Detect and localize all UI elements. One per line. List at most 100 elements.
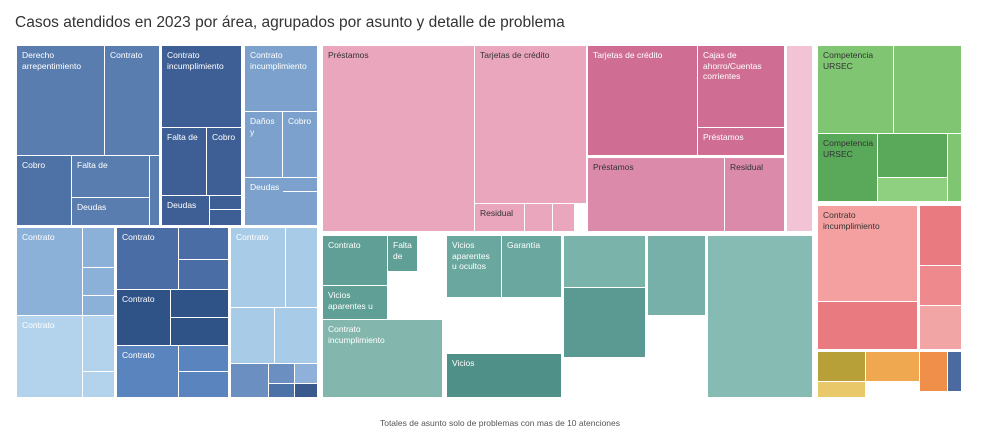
treemap-cell-area-1[interactable]: Contrato	[117, 290, 171, 346]
treemap-cell-area-1[interactable]: Falta de	[72, 156, 150, 198]
treemap-cell-area-1[interactable]	[269, 384, 295, 398]
treemap-cell-area-1[interactable]: Contrato	[105, 46, 160, 156]
treemap-cell-area-2[interactable]	[525, 204, 553, 232]
treemap-cell-area-1[interactable]: Cobro	[17, 156, 72, 226]
treemap-cell-area-5[interactable]	[920, 266, 962, 306]
treemap-cell-area-4[interactable]	[878, 178, 948, 202]
treemap-cell-area-4[interactable]	[948, 134, 962, 202]
treemap-cell-area-1[interactable]	[269, 364, 295, 384]
treemap-cell-area-3[interactable]	[708, 236, 813, 398]
treemap-cell-label: Contrato	[110, 50, 143, 60]
treemap-cell-area-3[interactable]: Contrato incumplimiento	[323, 320, 443, 398]
treemap-cell-area-6[interactable]	[866, 352, 920, 382]
treemap-cell-label: Contrato	[22, 232, 55, 242]
treemap-cell-area-1[interactable]	[179, 372, 229, 398]
treemap-cell-label: Vicios aparentes u	[328, 290, 373, 311]
treemap-cell-area-2[interactable]: Préstamos	[698, 128, 785, 156]
treemap-cell-label: Residual	[730, 162, 764, 172]
treemap-cell-area-1[interactable]: Contrato	[117, 228, 179, 290]
treemap-cell-area-3[interactable]: Vicios	[447, 354, 562, 398]
treemap-cell-area-2[interactable]: Residual	[725, 158, 785, 232]
treemap-cell-label: Préstamos	[328, 50, 369, 60]
treemap-cell-area-1[interactable]	[283, 178, 318, 192]
treemap-cell-area-1[interactable]	[83, 268, 115, 296]
treemap-cell-label: Contrato	[328, 240, 361, 250]
treemap-cell-label: Garantía	[507, 240, 541, 250]
treemap-cell-area-1[interactable]: Falta de	[162, 128, 207, 196]
treemap-cell-area-1[interactable]: Contrato incumplimiento	[162, 46, 242, 128]
treemap-cell-area-1[interactable]: Contrato	[231, 228, 286, 308]
treemap-cell-area-6[interactable]	[948, 352, 962, 392]
treemap-cell-label: Contrato incumplimiento	[167, 50, 224, 71]
treemap-cell-area-1[interactable]	[295, 384, 318, 398]
treemap-cell-area-1[interactable]: Cobro	[283, 112, 318, 178]
treemap-cell-area-4[interactable]: Competencia URSEC	[818, 46, 894, 134]
treemap-cell-area-2[interactable]: Residual	[475, 204, 525, 232]
treemap-cell-area-1[interactable]	[179, 346, 229, 372]
treemap-cell-label: Cobro	[288, 116, 312, 126]
treemap-cell-area-1[interactable]	[171, 290, 229, 318]
treemap-cell-area-2[interactable]: Tarjetas de crédito	[588, 46, 698, 156]
treemap-cell-area-1[interactable]	[210, 210, 242, 226]
treemap-cell-area-3[interactable]	[564, 288, 646, 358]
treemap-cell-area-4[interactable]	[878, 134, 948, 178]
treemap-cell-area-1[interactable]: Contrato	[117, 346, 179, 398]
treemap-cell-area-1[interactable]	[171, 318, 229, 346]
treemap-cell-area-3[interactable]: Garantía	[502, 236, 562, 298]
treemap-cell-area-3[interactable]: Vicios aparentes u ocultos	[447, 236, 502, 298]
treemap-cell-label: Contrato	[122, 232, 155, 242]
treemap-cell-area-1[interactable]	[231, 308, 275, 364]
treemap-cell-area-1[interactable]	[231, 364, 269, 398]
treemap-cell-label: Deudas	[77, 202, 107, 212]
treemap-cell-area-1[interactable]	[275, 308, 318, 364]
treemap-cell-area-6[interactable]	[920, 352, 948, 392]
treemap-cell-label: Derecho arrepentimiento	[22, 50, 82, 71]
treemap-cell-area-1[interactable]: Contrato	[17, 316, 83, 398]
treemap-cell-area-2[interactable]: Préstamos	[588, 158, 725, 232]
treemap-cell-label: Competencia URSEC	[823, 138, 874, 159]
treemap-cell-area-1[interactable]	[179, 228, 229, 260]
treemap-cell-area-1[interactable]: Cobro	[207, 128, 242, 196]
treemap-cell-area-2[interactable]	[553, 204, 575, 232]
treemap-cell-area-1[interactable]	[295, 364, 318, 384]
treemap-cell-area-1[interactable]	[286, 228, 318, 308]
treemap-cell-area-3[interactable]	[564, 236, 646, 288]
treemap-cell-area-1[interactable]: Contrato	[17, 228, 83, 316]
treemap-cell-area-3[interactable]: Falta de	[388, 236, 418, 272]
treemap-cell-label: Tarjetas de crédito	[480, 50, 550, 60]
treemap-cell-area-1[interactable]	[150, 198, 160, 226]
chart-footnote: Totales de asunto solo de problemas con …	[379, 418, 621, 428]
treemap-cell-area-1[interactable]: Deudas	[162, 196, 210, 226]
treemap-cell-area-1[interactable]	[83, 228, 115, 268]
treemap-cell-area-2[interactable]: Préstamos	[323, 46, 475, 232]
treemap-cell-area-1[interactable]: Daños y	[245, 112, 283, 178]
treemap-cell-area-1[interactable]	[179, 260, 229, 290]
treemap-cell-area-1[interactable]: Derecho arrepentimiento	[17, 46, 105, 156]
treemap-cell-area-3[interactable]	[648, 236, 706, 316]
treemap-cell-area-1[interactable]	[83, 316, 115, 372]
treemap-cell-area-3[interactable]: Contrato	[323, 236, 388, 286]
treemap-cell-area-1[interactable]	[83, 372, 115, 398]
treemap-cell-area-1[interactable]: Deudas	[72, 198, 150, 226]
treemap-cell-area-1[interactable]	[83, 296, 115, 316]
treemap-cell-area-5[interactable]: Contrato incumplimiento	[818, 206, 918, 302]
treemap-cell-area-5[interactable]	[818, 302, 918, 350]
treemap-cell-label: Préstamos	[593, 162, 634, 172]
treemap-cell-area-2[interactable]	[787, 46, 813, 232]
treemap-cell-label: Daños y	[250, 116, 275, 137]
treemap-cell-area-1[interactable]	[210, 196, 242, 210]
treemap-cell-area-4[interactable]	[894, 46, 962, 134]
treemap-cell-label: Falta de	[167, 132, 198, 142]
treemap-cell-area-4[interactable]: Competencia URSEC	[818, 134, 878, 202]
treemap-cell-area-3[interactable]: Vicios aparentes u	[323, 286, 388, 320]
treemap-cell-label: Tarjetas de crédito	[593, 50, 663, 60]
treemap-cell-area-2[interactable]: Cajas de ahorro/Cuentas corrientes	[698, 46, 785, 128]
treemap-cell-area-1[interactable]: Contrato incumplimiento	[245, 46, 318, 112]
treemap-cell-area-5[interactable]	[920, 206, 962, 266]
treemap-cell-area-2[interactable]: Tarjetas de crédito	[475, 46, 587, 204]
treemap-cell-area-5[interactable]	[920, 306, 962, 350]
treemap-cell-label: Deudas	[250, 182, 280, 192]
treemap-cell-area-6[interactable]	[818, 382, 866, 398]
treemap-cell-area-6[interactable]	[818, 352, 866, 382]
